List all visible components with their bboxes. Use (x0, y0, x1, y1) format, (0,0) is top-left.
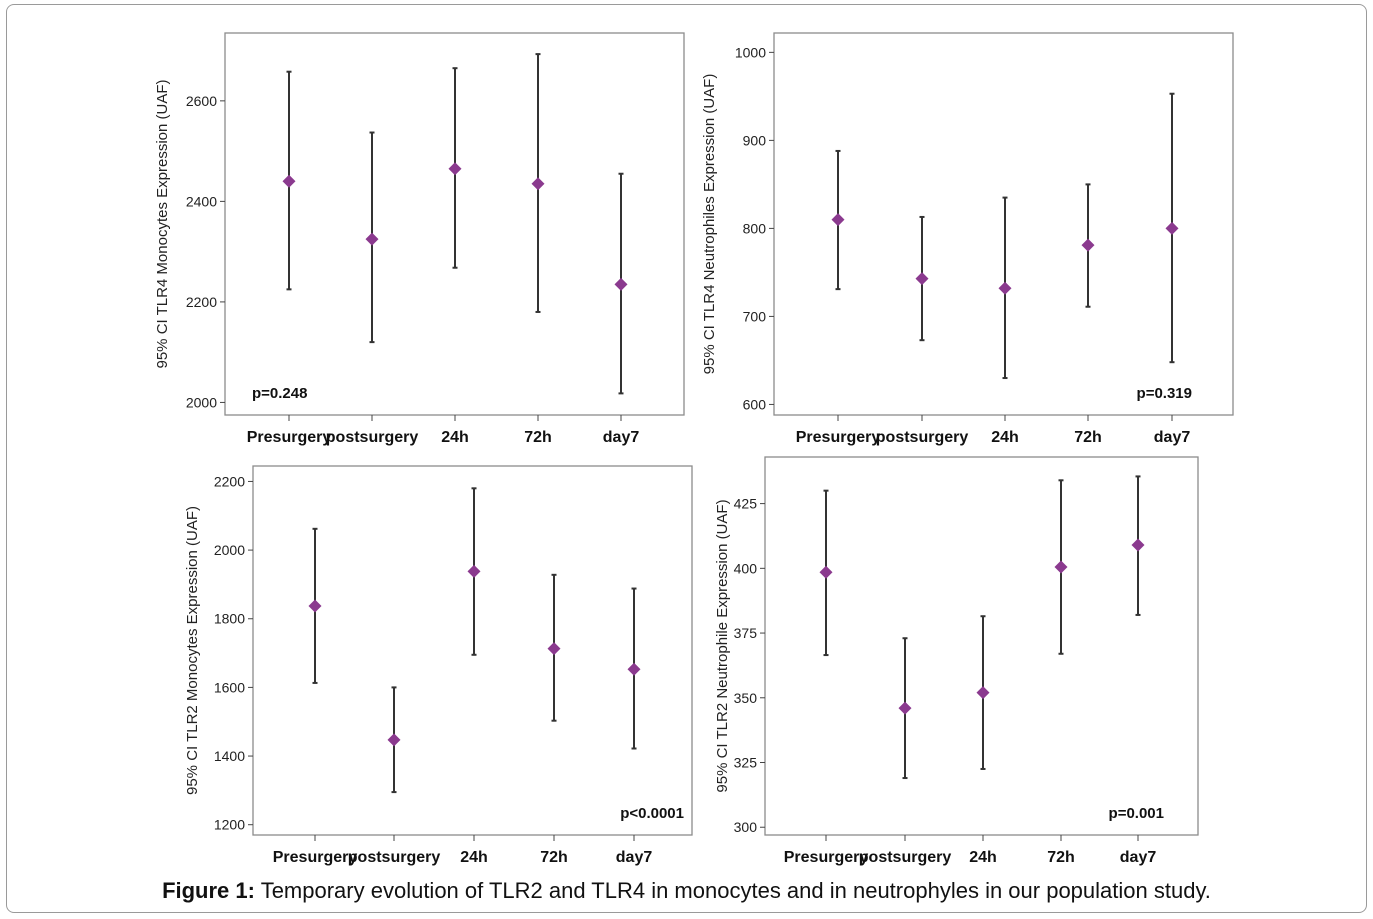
x-tick-label: postsurgery (348, 849, 441, 866)
mean-point (915, 272, 929, 286)
caption-text: Temporary evolution of TLR2 and TLR4 in … (260, 878, 1211, 903)
x-tick-label: 24h (969, 849, 997, 866)
y-tick-label: 1200 (214, 817, 245, 833)
mean-point (976, 686, 990, 700)
figure-caption: Figure 1: Temporary evolution of TLR2 an… (0, 878, 1373, 904)
y-tick-label: 2400 (186, 193, 217, 209)
y-tick-label: 425 (734, 496, 758, 512)
p-value-annotation: p=0.001 (1109, 805, 1164, 822)
y-tick-label: 700 (743, 308, 767, 324)
x-tick-label: day7 (1154, 429, 1191, 446)
x-tick-label: day7 (603, 429, 640, 446)
y-axis-label: 95% CI TLR2 Neutrophile Expression (UAF) (714, 499, 731, 792)
y-tick-label: 400 (734, 560, 758, 576)
mean-point (831, 213, 845, 227)
y-axis-label: 95% CI TLR4 Neutrophiles Expression (UAF… (701, 74, 718, 375)
x-tick-label: 24h (460, 849, 488, 866)
mean-point (308, 599, 322, 613)
x-tick-label: Presurgery (247, 429, 332, 446)
mean-point (1165, 221, 1179, 235)
chart-panel-1: 2000 2200 2400 2600 95% CI TLR4 Monocytes Ex… (154, 32, 685, 446)
y-tick-label: 2600 (186, 93, 217, 109)
figure-frame (6, 4, 1367, 913)
y-tick-label: 900 (743, 132, 767, 148)
x-tick-label: postsurgery (326, 429, 419, 446)
x-tick-label: 72h (540, 849, 568, 866)
x-tick-label: 72h (524, 429, 552, 446)
mean-point (614, 277, 628, 291)
x-tick-label: 72h (1047, 849, 1075, 866)
p-value-annotation: p=0.248 (252, 385, 307, 402)
p-value-annotation: p<0.0001 (620, 805, 684, 822)
plot-area (773, 32, 1234, 416)
mean-point (1081, 238, 1095, 252)
mean-point (282, 174, 296, 188)
mean-point (1054, 560, 1068, 574)
y-tick-label: 2000 (214, 542, 245, 558)
y-tick-label: 300 (734, 819, 758, 835)
y-tick-label: 2200 (186, 294, 217, 310)
plot-area (764, 456, 1199, 836)
mean-point (365, 232, 379, 246)
mean-point (387, 733, 401, 747)
y-tick-label: 1600 (214, 679, 245, 695)
chart-panel-3: 1200 1400 1600 1800 2000 2200 95% CI TLR2 Mono… (184, 465, 693, 866)
x-tick-label: Presurgery (273, 849, 358, 866)
y-axis-label: 95% CI TLR2 Monocytes Expression (UAF) (184, 506, 201, 795)
y-tick-label: 2000 (186, 394, 217, 410)
mean-point (467, 564, 481, 578)
mean-point (898, 701, 912, 715)
x-tick-label: postsurgery (876, 429, 969, 446)
y-tick-label: 1000 (735, 44, 766, 60)
mean-point (448, 162, 462, 176)
caption-label: Figure 1: (162, 878, 255, 903)
y-tick-label: 600 (743, 396, 767, 412)
x-tick-label: day7 (1120, 849, 1157, 866)
x-tick-label: day7 (616, 849, 653, 866)
x-tick-label: 24h (441, 429, 469, 446)
y-tick-label: 350 (734, 690, 758, 706)
p-value-annotation: p=0.319 (1137, 385, 1192, 402)
y-tick-label: 2200 (214, 473, 245, 489)
mean-point (1131, 538, 1145, 552)
x-tick-label: 72h (1074, 429, 1102, 446)
y-tick-label: 375 (734, 625, 758, 641)
mean-point (547, 642, 561, 656)
chart-panel-2: 600 700 800 900 1000 95% CI TLR4 Neutrophiles… (701, 32, 1234, 446)
y-tick-label: 800 (743, 220, 767, 236)
x-tick-label: postsurgery (859, 849, 952, 866)
mean-point (819, 565, 833, 579)
y-tick-label: 325 (734, 755, 758, 771)
x-tick-label: Presurgery (784, 849, 869, 866)
plot-area (252, 465, 693, 836)
y-tick-label: 1400 (214, 748, 245, 764)
mean-point (627, 662, 641, 676)
x-tick-label: 24h (991, 429, 1019, 446)
y-tick-label: 1800 (214, 611, 245, 627)
y-axis-label: 95% CI TLR4 Monocytes Expression (UAF) (154, 80, 171, 369)
x-tick-label: Presurgery (796, 429, 881, 446)
mean-point (531, 177, 545, 191)
mean-point (998, 281, 1012, 295)
